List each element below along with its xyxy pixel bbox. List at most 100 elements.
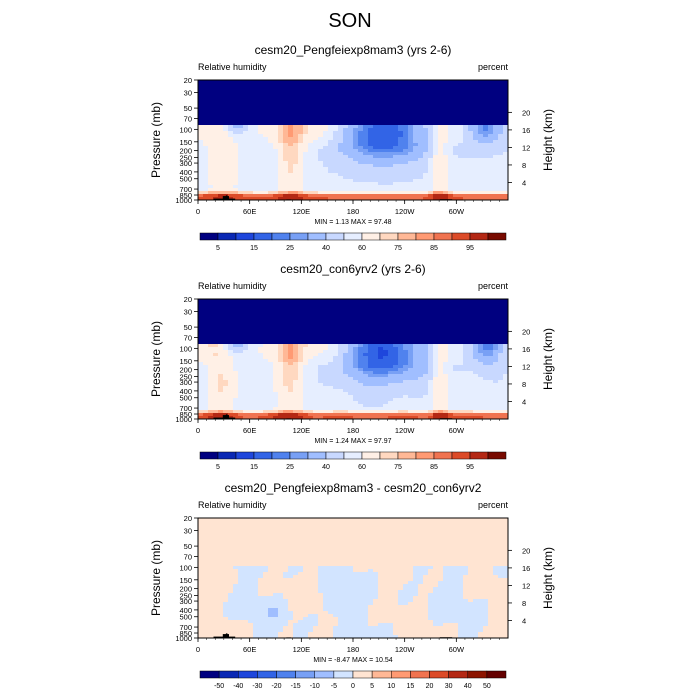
field-cell — [478, 164, 484, 168]
field-cell — [328, 104, 334, 108]
field-cell — [453, 305, 459, 309]
field-cell — [263, 146, 269, 150]
field-cell — [368, 359, 374, 363]
field-cell — [328, 83, 334, 87]
field-cell — [283, 140, 289, 144]
field-cell — [408, 104, 414, 108]
field-cell — [438, 110, 444, 114]
field-cell — [393, 362, 399, 366]
field-cell — [273, 197, 279, 201]
field-cell — [268, 176, 274, 180]
field-cell — [393, 104, 399, 108]
field-cell — [303, 344, 309, 348]
field-cell — [273, 89, 279, 93]
field-cell — [218, 392, 224, 396]
field-cell — [498, 395, 504, 399]
field-cell — [418, 302, 424, 306]
field-cell — [493, 326, 499, 330]
field-cell — [278, 197, 284, 201]
field-cell — [313, 116, 319, 120]
field-cell — [353, 185, 359, 189]
field-cell — [363, 191, 369, 195]
field-cell — [418, 392, 424, 396]
field-cell — [273, 320, 279, 324]
field-cell — [398, 329, 404, 333]
field-cell — [288, 299, 294, 303]
field-cell — [338, 143, 344, 147]
field-cell — [333, 359, 339, 363]
field-cell — [503, 395, 509, 399]
field-cell — [258, 299, 264, 303]
field-cell — [283, 362, 289, 366]
field-cell — [473, 110, 479, 114]
field-cell — [238, 326, 244, 330]
field-cell — [233, 155, 239, 159]
field-cell — [388, 410, 394, 414]
field-cell — [448, 119, 454, 123]
field-cell — [258, 302, 264, 306]
field-cell — [278, 344, 284, 348]
field-cell — [213, 104, 219, 108]
field-cell — [338, 404, 344, 408]
field-cell — [488, 356, 494, 360]
field-cell — [388, 338, 394, 342]
field-cell — [398, 146, 404, 150]
field-cell — [348, 404, 354, 408]
field-cell — [198, 98, 204, 102]
field-cell — [268, 341, 274, 345]
field-cell — [298, 383, 304, 387]
field-cell — [488, 338, 494, 342]
field-cell — [388, 371, 394, 375]
field-cell — [413, 365, 419, 369]
field-cell — [373, 140, 379, 144]
field-cell — [248, 299, 254, 303]
field-cell — [458, 110, 464, 114]
field-cell — [258, 374, 264, 378]
field-cell — [468, 164, 474, 168]
field-cell — [498, 299, 504, 303]
field-cell — [323, 86, 329, 90]
field-cell — [283, 119, 289, 123]
field-cell — [203, 353, 209, 357]
field-cell — [323, 338, 329, 342]
field-cell — [218, 374, 224, 378]
field-cell — [273, 158, 279, 162]
field-cell — [403, 338, 409, 342]
field-cell — [308, 98, 314, 102]
field-cell — [283, 308, 289, 312]
field-cell — [383, 311, 389, 315]
field-cell — [213, 86, 219, 90]
field-cell — [358, 107, 364, 111]
field-cell — [413, 368, 419, 372]
field-cell — [253, 125, 259, 129]
field-cell — [308, 401, 314, 405]
field-cell — [228, 95, 234, 99]
field-cell — [213, 365, 219, 369]
field-cell — [418, 362, 424, 366]
field-cell — [348, 323, 354, 327]
field-cell — [388, 131, 394, 135]
field-cell — [368, 170, 374, 174]
field-cell — [228, 128, 234, 132]
field-cell — [218, 170, 224, 174]
field-cell — [373, 185, 379, 189]
field-cell — [263, 335, 269, 339]
field-cell — [343, 329, 349, 333]
field-cell — [483, 407, 489, 411]
field-cell — [423, 140, 429, 144]
field-cell — [288, 104, 294, 108]
field-cell — [268, 116, 274, 120]
field-cell — [253, 119, 259, 123]
field-cell — [448, 344, 454, 348]
field-cell — [263, 86, 269, 90]
field-cell — [388, 161, 394, 165]
field-cell — [278, 314, 284, 318]
field-cell — [383, 143, 389, 147]
field-cell — [353, 359, 359, 363]
field-cell — [418, 116, 424, 120]
field-cell — [498, 371, 504, 375]
field-cell — [318, 371, 324, 375]
field-cell — [273, 113, 279, 117]
field-cell — [248, 131, 254, 135]
field-cell — [468, 365, 474, 369]
